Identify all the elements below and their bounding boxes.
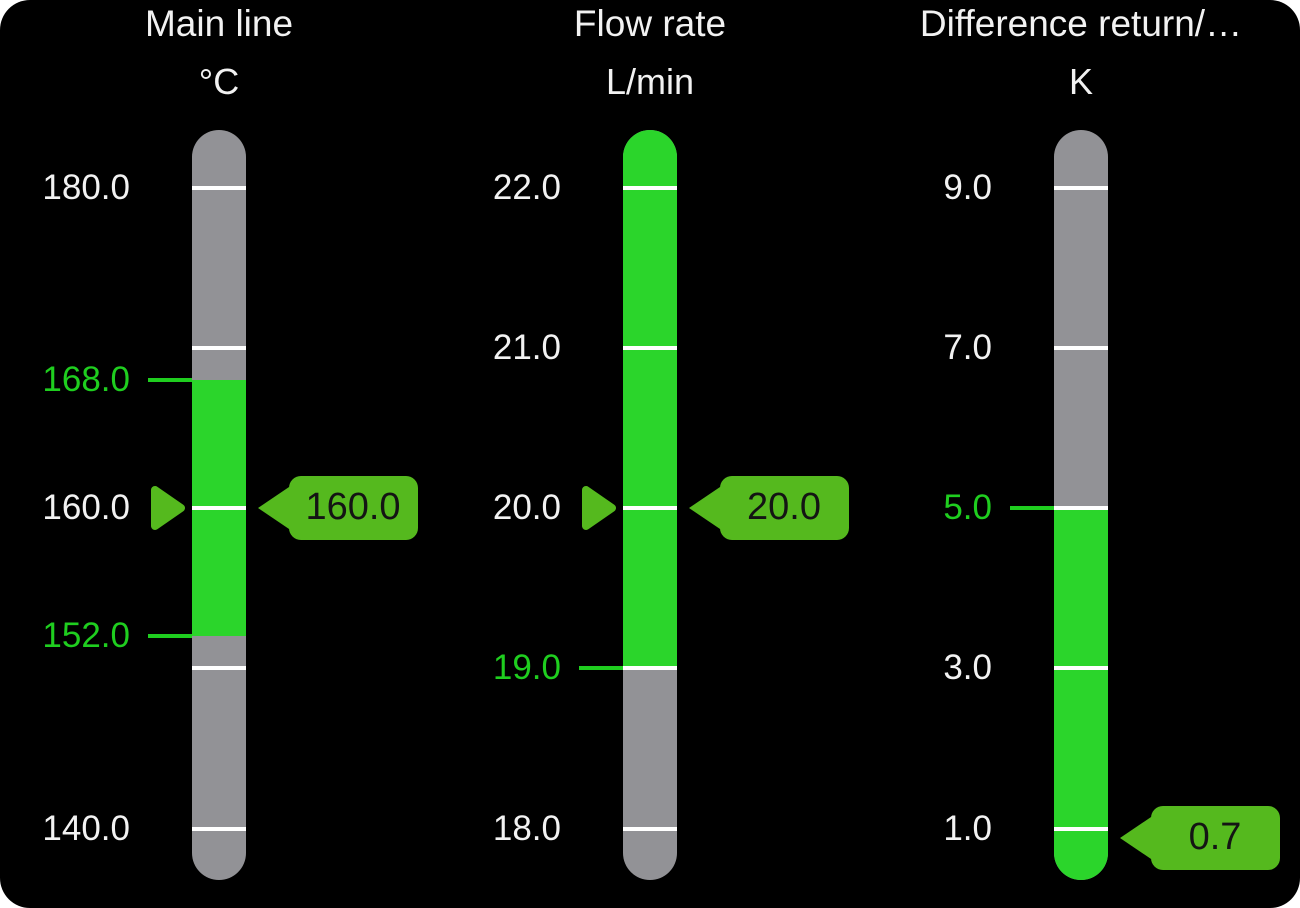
gauge-unit: °C [198,61,240,102]
scale-tick [192,826,246,831]
scale-tick [623,666,677,671]
scale-tick-label: 9.0 [943,167,992,207]
value-tag[interactable]: 0.7 [1118,804,1282,872]
scale-tick [192,185,246,190]
scale-tick [623,506,677,510]
limit-label: 152.0 [42,616,130,656]
scale-tick-label: 140.0 [42,808,130,848]
value-tag[interactable]: 160.0 [256,474,420,542]
scale-tick [192,666,246,671]
scale-tick-label: 3.0 [943,648,992,688]
gauge-unit: K [1068,61,1094,102]
limit-label: 168.0 [42,359,130,399]
gauge-green-zone [623,130,677,669]
value-tag-label: 20.0 [747,486,821,528]
value-tag[interactable]: 20.0 [687,474,851,542]
value-tag-shape [258,476,418,540]
scale-tick [1054,345,1108,350]
gauge-bar [1054,130,1108,880]
scale-tick [623,345,677,350]
gauge-green-zone [1054,508,1108,880]
gauge-unit: L/min [605,61,695,102]
scale-tick [192,345,246,350]
gauge-title: Main line [144,3,294,44]
value-tag-label: 160.0 [305,486,401,528]
gauge-bar [192,130,246,880]
gauge-title: Flow rate [573,3,727,44]
gauge-3: Difference return/… K 9.0 7.0 3.0 1.0 5.0 0… [920,0,1280,908]
value-tag-shape [689,476,849,540]
scale-tick [1054,185,1108,190]
scale-tick [623,826,677,831]
scale-tick [1054,506,1108,510]
scale-tick-label: 1.0 [943,808,992,848]
scale-tick-label: 7.0 [943,327,992,367]
scale-tick-label: 180.0 [42,167,130,207]
gauge-2: Flow rate L/min 22.0 21.0 20.0 18.0 19.0 20… [493,0,849,908]
setpoint-arrow-icon [582,486,616,530]
scale-tick-label: 160.0 [42,488,130,527]
gauge-title: Difference return/… [919,3,1243,44]
limit-line [1010,506,1054,510]
scale-tick-label: 20.0 [492,488,561,527]
limit-line [148,377,192,382]
scale-tick [1054,826,1108,831]
setpoint-arrow-icon [151,486,185,530]
limit-line [148,634,192,639]
gauge-1: Main line °C 180.0 160.0 140.0 168.0 152.0… [42,0,418,908]
limit-label: 5.0 [943,488,992,527]
value-tag-shape [1120,806,1280,870]
scale-tick-label: 22.0 [492,167,561,207]
scale-tick [1054,666,1108,671]
scale-tick [192,506,246,510]
limit-label: 19.0 [492,648,561,688]
scale-tick-label: 18.0 [492,808,561,848]
scale-tick-label: 21.0 [492,327,561,367]
limit-line [579,666,623,671]
scale-tick [623,185,677,190]
value-tag-label: 0.7 [1188,816,1242,858]
gauge-bar [623,130,677,880]
